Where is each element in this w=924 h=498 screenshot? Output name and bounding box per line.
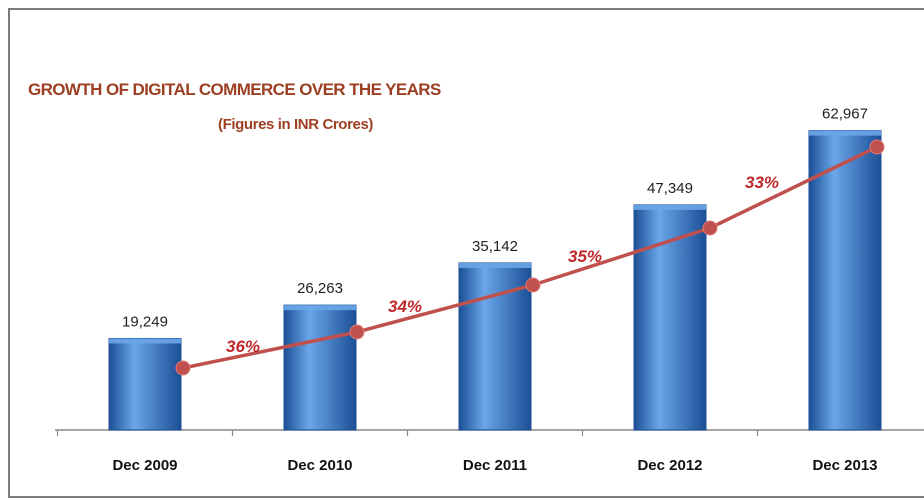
bar-top-highlight — [809, 130, 881, 136]
bar-value-label: 26,263 — [297, 280, 343, 297]
bar-dec-2012 — [633, 204, 707, 431]
x-tick-label: Dec 2013 — [812, 457, 877, 474]
x-tick-label: Dec 2011 — [463, 457, 527, 474]
bar-dec-2013 — [808, 130, 882, 431]
x-tick-label: Dec 2010 — [287, 457, 352, 474]
bar-dec-2011 — [458, 262, 532, 431]
growth-marker — [525, 277, 541, 293]
x-tick-label: Dec 2012 — [637, 457, 702, 474]
growth-percent-label: 36% — [226, 337, 260, 356]
growth-marker — [702, 220, 718, 236]
bar-top-highlight — [459, 262, 531, 268]
bar-top-highlight — [284, 305, 356, 311]
bar-top-highlight — [634, 204, 706, 210]
growth-marker — [869, 139, 885, 155]
growth-percent-label: 34% — [388, 297, 422, 316]
chart-subtitle: (Figures in INR Crores) — [218, 116, 373, 133]
bar-value-label: 35,142 — [472, 238, 518, 255]
bar-dec-2009 — [108, 337, 182, 431]
bar-value-label: 62,967 — [822, 106, 868, 123]
bar-dec-2010 — [283, 304, 357, 431]
bar-value-label: 19,249 — [122, 313, 168, 330]
bar-top-highlight — [109, 338, 181, 344]
growth-marker — [175, 360, 191, 376]
chart-area: 19,249 Dec 2009 26,263 Dec 2010 35,142 Dec 20… — [55, 106, 924, 474]
x-tick-label: Dec 2009 — [112, 457, 177, 474]
chart-title: GROWTH OF DIGITAL COMMERCE OVER THE YEAR… — [28, 80, 441, 99]
bar-value-label: 47,349 — [647, 180, 693, 197]
growth-percent-label: 35% — [568, 247, 602, 266]
growth-marker — [349, 324, 365, 340]
growth-percent-label: 33% — [745, 173, 779, 192]
